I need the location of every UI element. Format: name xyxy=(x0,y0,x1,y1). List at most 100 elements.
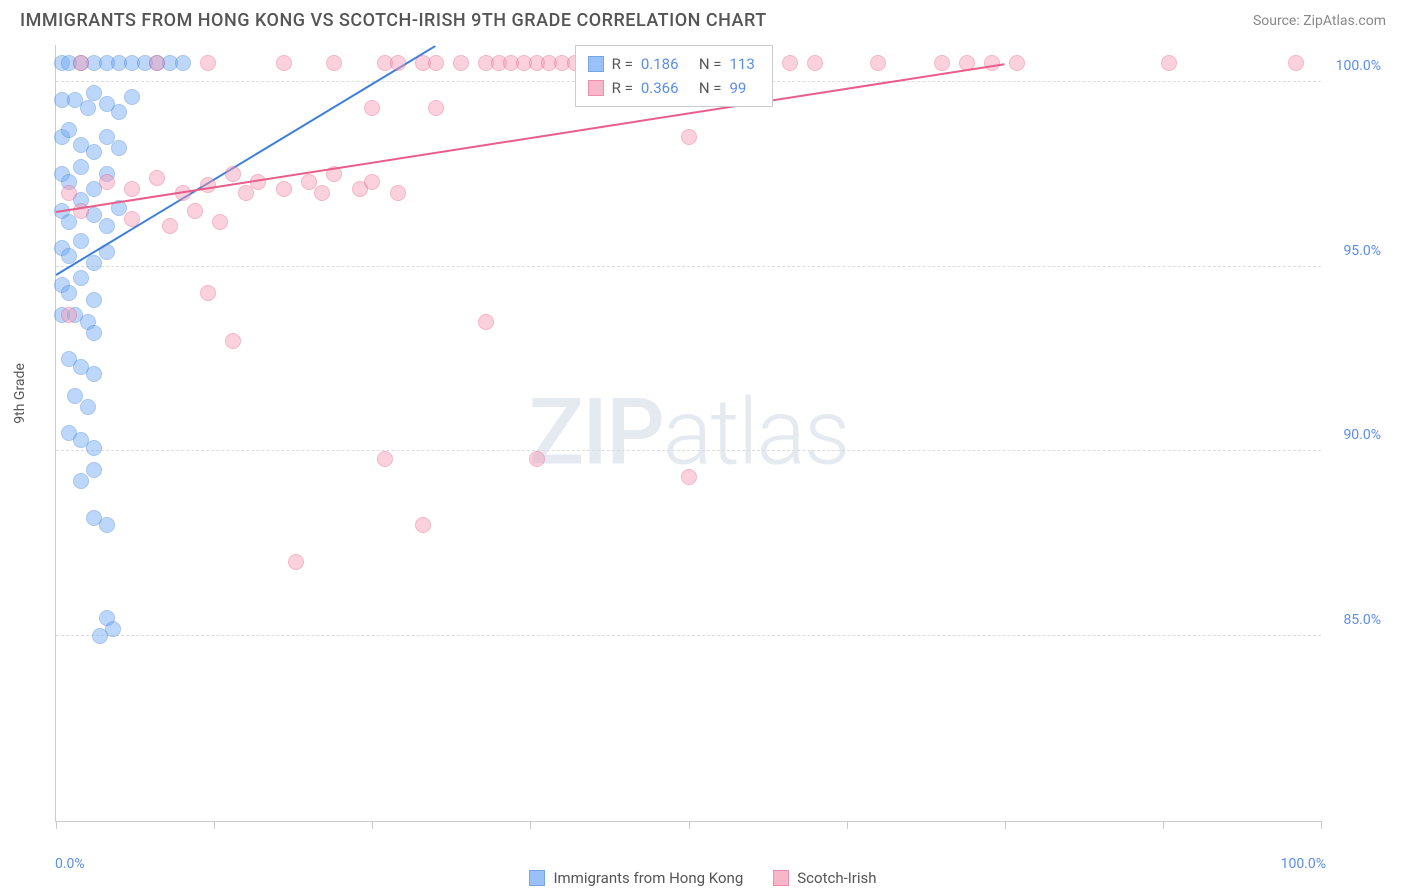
scatter-point xyxy=(80,399,96,415)
scatter-point xyxy=(73,270,89,286)
scatter-point xyxy=(238,185,254,201)
scatter-point xyxy=(225,166,241,182)
scatter-point xyxy=(1161,55,1177,71)
scatter-point xyxy=(415,517,431,533)
x-tick xyxy=(530,821,531,829)
scatter-point xyxy=(86,462,102,478)
r-label: R = xyxy=(612,76,633,100)
scatter-point xyxy=(61,214,77,230)
gridline xyxy=(56,635,1321,636)
scatter-point xyxy=(200,285,216,301)
scatter-point xyxy=(99,174,115,190)
y-tick-label: 90.0% xyxy=(1326,427,1381,443)
legend-swatch xyxy=(529,870,545,886)
scatter-point xyxy=(276,55,292,71)
y-tick-label: 100.0% xyxy=(1326,58,1381,74)
scatter-point xyxy=(187,203,203,219)
scatter-point xyxy=(86,144,102,160)
watermark-zip: ZIP xyxy=(529,380,663,487)
scatter-point xyxy=(276,181,292,197)
scatter-point xyxy=(225,333,241,349)
scatter-point xyxy=(86,292,102,308)
scatter-point xyxy=(111,140,127,156)
chart-title: IMMIGRANTS FROM HONG KONG VS SCOTCH-IRIS… xyxy=(20,10,767,31)
scatter-point xyxy=(124,181,140,197)
legend-swatch xyxy=(588,80,604,96)
scatter-point xyxy=(377,451,393,467)
scatter-point xyxy=(428,55,444,71)
gridline xyxy=(56,266,1321,267)
legend-label: Immigrants from Hong Kong xyxy=(553,869,743,887)
scatter-point xyxy=(99,218,115,234)
scatter-point xyxy=(162,218,178,234)
scatter-point xyxy=(807,55,823,71)
y-tick-label: 95.0% xyxy=(1326,243,1381,259)
n-value: 99 xyxy=(730,76,760,100)
scatter-point xyxy=(681,469,697,485)
gridline xyxy=(56,450,1321,451)
legend-bottom: Immigrants from Hong Kong Scotch-Irish xyxy=(0,869,1406,887)
scatter-point xyxy=(453,55,469,71)
scatter-point xyxy=(111,104,127,120)
n-label: N = xyxy=(699,52,722,76)
legend-swatch xyxy=(773,870,789,886)
scatter-point xyxy=(364,174,380,190)
x-tick xyxy=(1005,821,1006,829)
plot-area: ZIPatlas 85.0%90.0%95.0%100.0%R =0.186N … xyxy=(55,45,1321,822)
scatter-point xyxy=(681,129,697,145)
scatter-point xyxy=(80,100,96,116)
legend-label: Scotch-Irish xyxy=(797,869,876,887)
x-tick xyxy=(689,821,690,829)
legend-stats: R = 0.186 N = 113 R = 0.366 N = 99 xyxy=(575,45,773,107)
scatter-point xyxy=(73,473,89,489)
legend-stats-row: R = 0.186 N = 113 xyxy=(588,52,760,76)
x-tick xyxy=(56,821,57,829)
scatter-point xyxy=(86,255,102,271)
scatter-point xyxy=(1009,55,1025,71)
scatter-point xyxy=(124,89,140,105)
y-axis-label: 9th Grade xyxy=(12,363,28,424)
legend-stats-row: R = 0.366 N = 99 xyxy=(588,76,760,100)
legend-item: Immigrants from Hong Kong xyxy=(529,869,743,887)
scatter-point xyxy=(149,55,165,71)
scatter-point xyxy=(61,122,77,138)
r-label: R = xyxy=(612,52,633,76)
legend-item: Scotch-Irish xyxy=(773,869,876,887)
scatter-point xyxy=(86,325,102,341)
scatter-point xyxy=(870,55,886,71)
scatter-point xyxy=(364,100,380,116)
scatter-point xyxy=(61,185,77,201)
scatter-point xyxy=(529,451,545,467)
scatter-point xyxy=(73,159,89,175)
scatter-point xyxy=(428,100,444,116)
scatter-point xyxy=(124,211,140,227)
y-tick-label: 85.0% xyxy=(1326,612,1381,628)
scatter-point xyxy=(73,233,89,249)
scatter-point xyxy=(288,554,304,570)
scatter-point xyxy=(86,440,102,456)
trend-line xyxy=(56,63,1005,213)
scatter-point xyxy=(390,55,406,71)
x-tick xyxy=(372,821,373,829)
scatter-point xyxy=(934,55,950,71)
scatter-point xyxy=(73,55,89,71)
x-tick xyxy=(1163,821,1164,829)
chart-container: ZIPatlas 85.0%90.0%95.0%100.0%R =0.186N … xyxy=(55,45,1386,847)
scatter-point xyxy=(149,170,165,186)
source-attribution: Source: ZipAtlas.com xyxy=(1253,13,1386,29)
scatter-point xyxy=(478,314,494,330)
n-value: 113 xyxy=(730,52,760,76)
scatter-point xyxy=(326,55,342,71)
n-label: N = xyxy=(699,76,722,100)
scatter-point xyxy=(61,307,77,323)
scatter-point xyxy=(175,55,191,71)
x-tick xyxy=(1321,821,1322,829)
r-value: 0.366 xyxy=(641,76,691,100)
scatter-point xyxy=(1288,55,1304,71)
scatter-point xyxy=(99,517,115,533)
x-tick xyxy=(214,821,215,829)
scatter-point xyxy=(200,55,216,71)
scatter-point xyxy=(99,610,115,626)
r-value: 0.186 xyxy=(641,52,691,76)
x-tick xyxy=(847,821,848,829)
